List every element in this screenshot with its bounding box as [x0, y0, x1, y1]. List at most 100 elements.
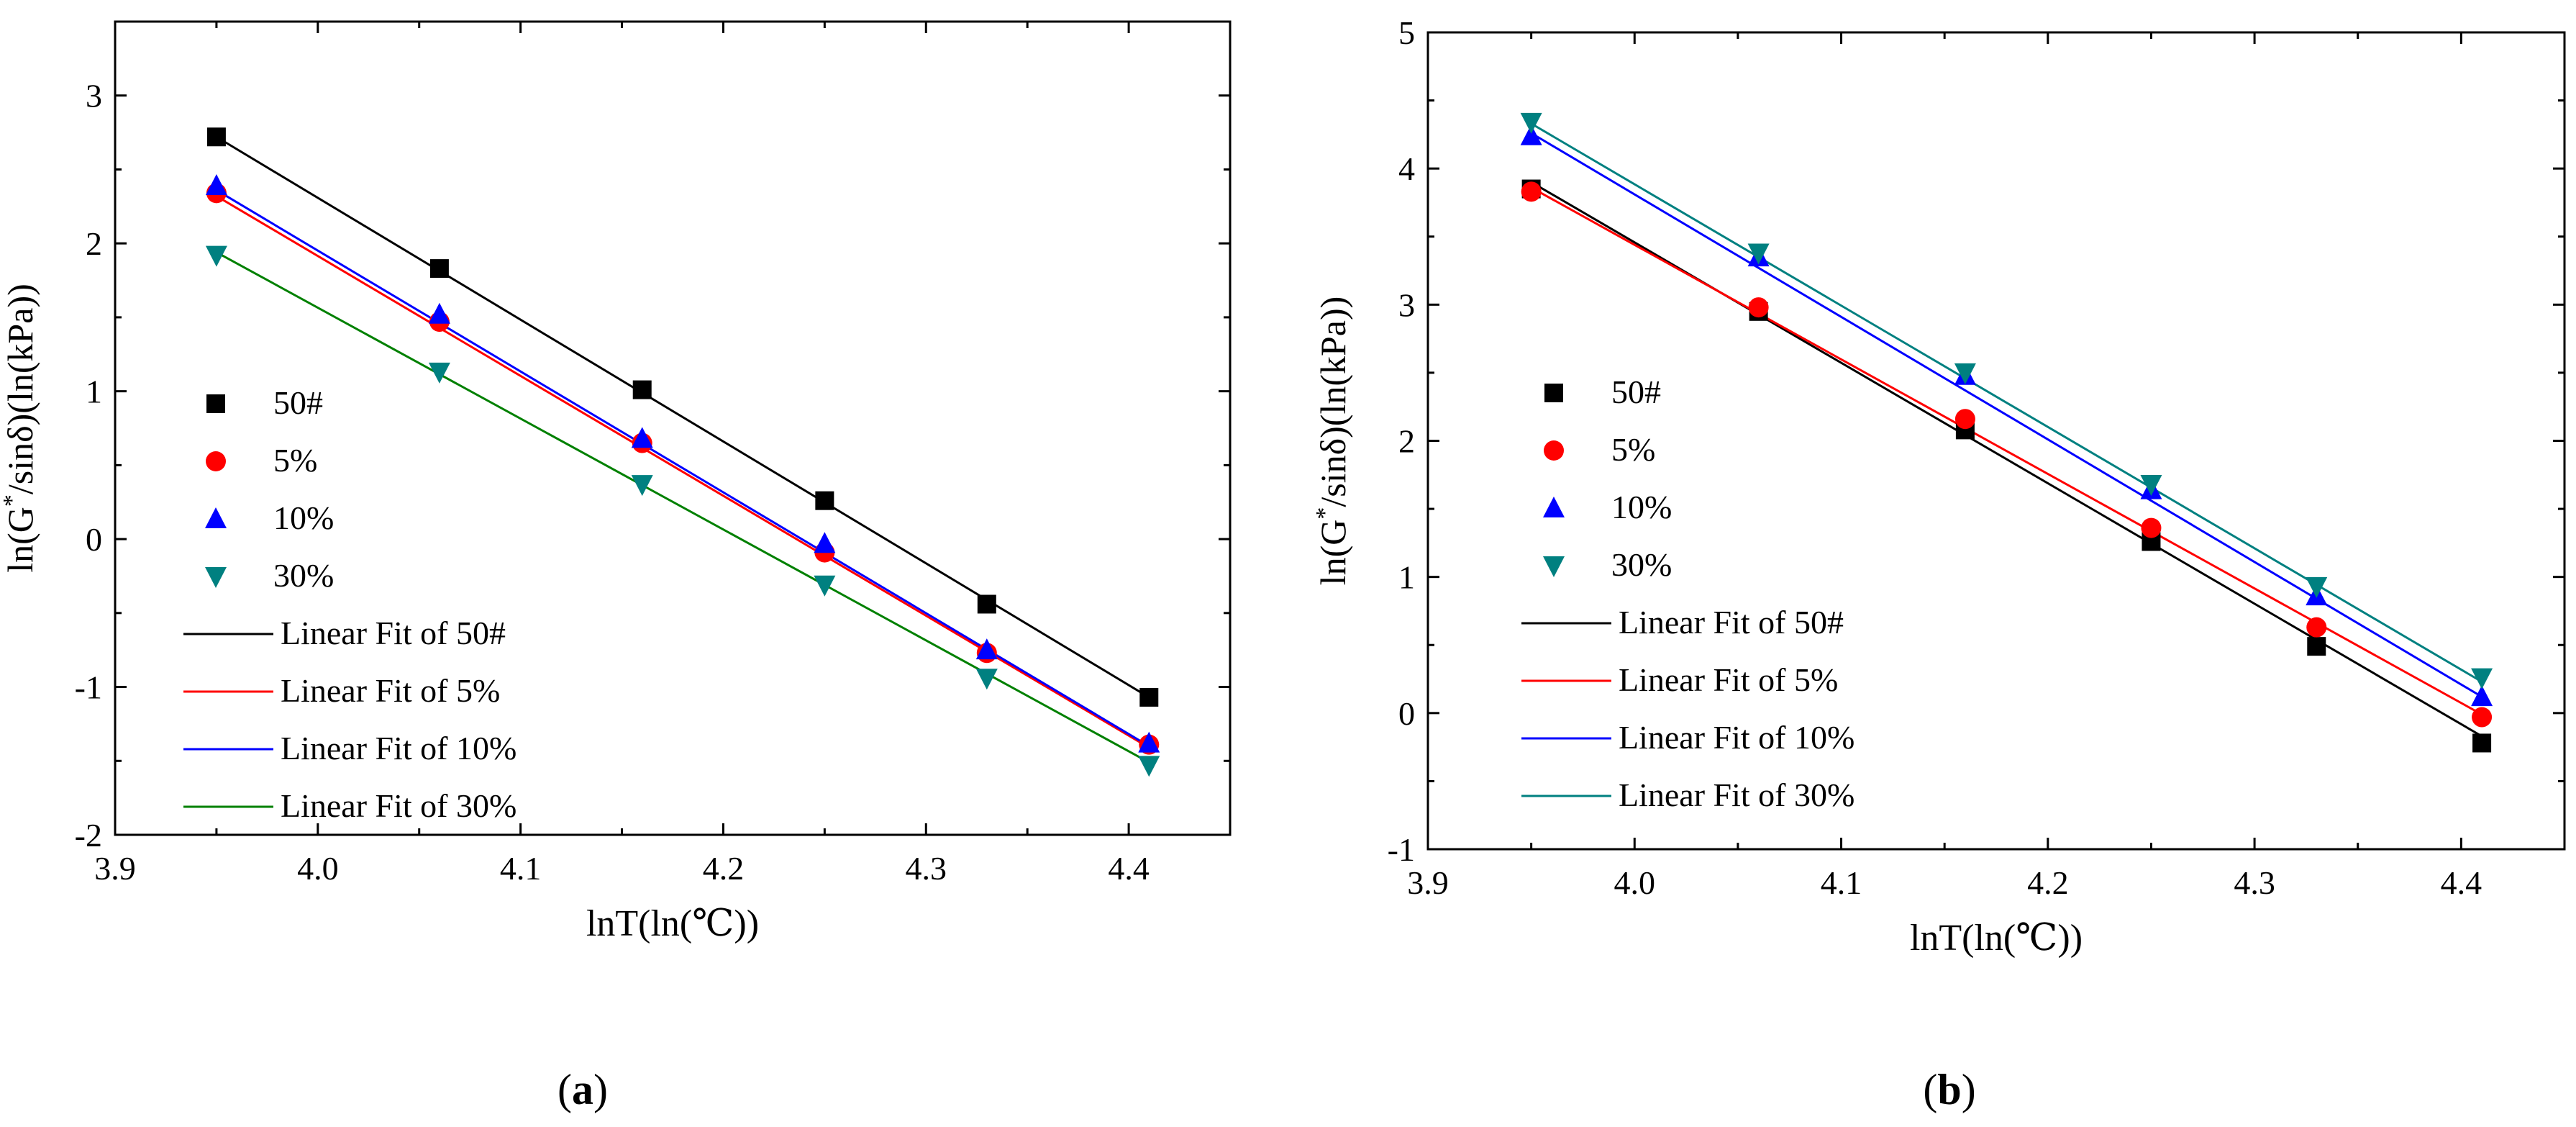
chart-a: 3.9 4.0 4.1 4.2 4.3 4.4 -2 -1 0 1 2 3 lnT(ln(℃)) ln(G…: [0, 20, 1232, 944]
legend-marker: [1544, 440, 1564, 461]
y-axis-label-part: ln(G: [1313, 520, 1353, 586]
y-tick-label: -2: [75, 817, 102, 854]
legend-label: 30%: [1611, 546, 1672, 583]
data-point-10: [205, 174, 227, 196]
legend-fit-label: Linear Fit of 50#: [1619, 604, 1844, 641]
data-point-30: [2471, 668, 2493, 689]
x-tick-label: 4.0: [1614, 864, 1656, 901]
data-point-50: [429, 259, 449, 279]
legend-marker: [1544, 384, 1563, 402]
x-tick-label: 4.3: [906, 850, 947, 887]
y-tick-label: -1: [75, 669, 102, 706]
legend-fit-label: Linear Fit of 10%: [1619, 719, 1854, 756]
data-point-50: [1139, 687, 1159, 707]
fit-line-30: [1530, 122, 2482, 683]
data-point-10: [2471, 685, 2493, 707]
x-axis-label: lnT(ln(℃)): [1910, 918, 2083, 959]
chart-b: 3.9 4.0 4.1 4.2 4.3 4.4 -1 0 1 2 3 4 5 lnT(ln(℃)) ln(G…: [1311, 14, 2566, 959]
data-point-10: [428, 302, 450, 324]
data-point-5: [2306, 617, 2327, 638]
legend-label: 50#: [273, 384, 323, 421]
panel-label-a: (a): [557, 1066, 608, 1113]
y-tick-label: 0: [1398, 695, 1415, 732]
x-tick-label: 4.4: [2441, 864, 2482, 901]
data-point-30: [2306, 576, 2328, 598]
data-point-5: [1521, 181, 1542, 202]
legend: 50# 5% 10% 30% Linear Fit of 50# Linear Fit o…: [183, 384, 516, 824]
y-tick-label: -1: [1388, 831, 1415, 868]
y-axis-label: ln(G*/sinδ)(ln(kPa)): [1311, 297, 1353, 586]
data-point-5: [1954, 409, 1975, 430]
data-point-10: [631, 427, 653, 448]
legend-fit-label: Linear Fit of 50#: [281, 615, 506, 651]
legend-marker: [205, 507, 227, 528]
y-tick-label: 1: [86, 374, 102, 410]
legend-fit-label: Linear Fit of 5%: [281, 672, 500, 709]
data-point-5: [1748, 297, 1769, 318]
y-tick-label: 1: [1398, 559, 1415, 596]
data-point-50: [206, 127, 226, 147]
y-axis-label: ln(G*/sinδ)(ln(kPa)): [0, 284, 40, 573]
x-tick-label: 4.2: [2027, 864, 2069, 901]
data-point-5: [2472, 707, 2493, 728]
legend-label: 50#: [1611, 374, 1661, 410]
data-point-30: [428, 362, 450, 384]
legend-marker: [1543, 497, 1565, 517]
x-tick-label: 3.9: [94, 850, 136, 887]
data-point-50: [632, 380, 652, 399]
x-tick-label: 4.3: [2234, 864, 2275, 901]
y-tick-label: 0: [86, 521, 102, 558]
data-point-50: [2472, 733, 2492, 753]
y-tick-label: 3: [1398, 286, 1415, 323]
y-tick-label: 5: [1398, 14, 1415, 51]
x-tick-label: 4.0: [297, 850, 339, 887]
fit-line-30: [216, 251, 1150, 764]
legend-label: 30%: [273, 557, 334, 594]
data-point-30: [631, 475, 653, 497]
data-point-30: [1954, 363, 1976, 384]
data-point-30: [975, 669, 998, 690]
y-axis-label-part: ln(G: [0, 507, 40, 573]
data-point-30: [1747, 243, 1770, 265]
plot-frame: [1426, 31, 2566, 851]
y-axis-label-part: /sinδ)(ln(kPa)): [0, 284, 40, 494]
legend-marker: [206, 394, 225, 413]
legend-marker: [206, 451, 226, 471]
y-tick-label: 3: [86, 78, 102, 114]
data-point-10: [975, 638, 998, 660]
data-point-10: [1520, 124, 1542, 145]
y-tick-label: 2: [86, 225, 102, 262]
x-tick-label: 3.9: [1407, 864, 1449, 901]
data-point-5: [2141, 517, 2162, 538]
data-point-50: [977, 594, 996, 614]
fit-line-50: [216, 135, 1150, 699]
x-tick-label: 4.1: [1821, 864, 1862, 901]
legend-label: 5%: [273, 442, 317, 479]
y-axis-label-sup: *: [1311, 507, 1338, 520]
panel-label-b: (b): [1923, 1066, 1976, 1113]
x-axis-label: lnT(ln(℃)): [586, 903, 759, 944]
legend-marker: [1543, 556, 1565, 577]
plot-frame: [114, 20, 1232, 836]
data-point-30: [205, 245, 227, 267]
y-axis-label-part: /sinδ)(ln(kPa)): [1313, 297, 1353, 507]
legend: 50# 5% 10% 30% Linear Fit of 50# Linear Fit o…: [1521, 374, 1854, 813]
legend-fit-label: Linear Fit of 30%: [1619, 777, 1854, 813]
data-point-10: [814, 532, 836, 553]
legend-label: 5%: [1611, 431, 1655, 468]
legend-label: 10%: [273, 499, 334, 536]
x-tick-label: 4.1: [500, 850, 542, 887]
data-point-30: [2140, 475, 2162, 497]
y-tick-label: 2: [1398, 423, 1415, 460]
legend-fit-label: Linear Fit of 10%: [281, 730, 516, 766]
data-point-50: [815, 491, 834, 510]
legend-marker: [205, 567, 227, 588]
y-tick-label: 4: [1398, 150, 1415, 187]
data-point-30: [1138, 756, 1160, 777]
data-point-10: [1138, 731, 1160, 753]
legend-fit-label: Linear Fit of 30%: [281, 787, 516, 824]
x-tick-label: 4.2: [703, 850, 745, 887]
x-tick-label: 4.4: [1108, 850, 1150, 887]
data-point-50: [2307, 637, 2326, 656]
